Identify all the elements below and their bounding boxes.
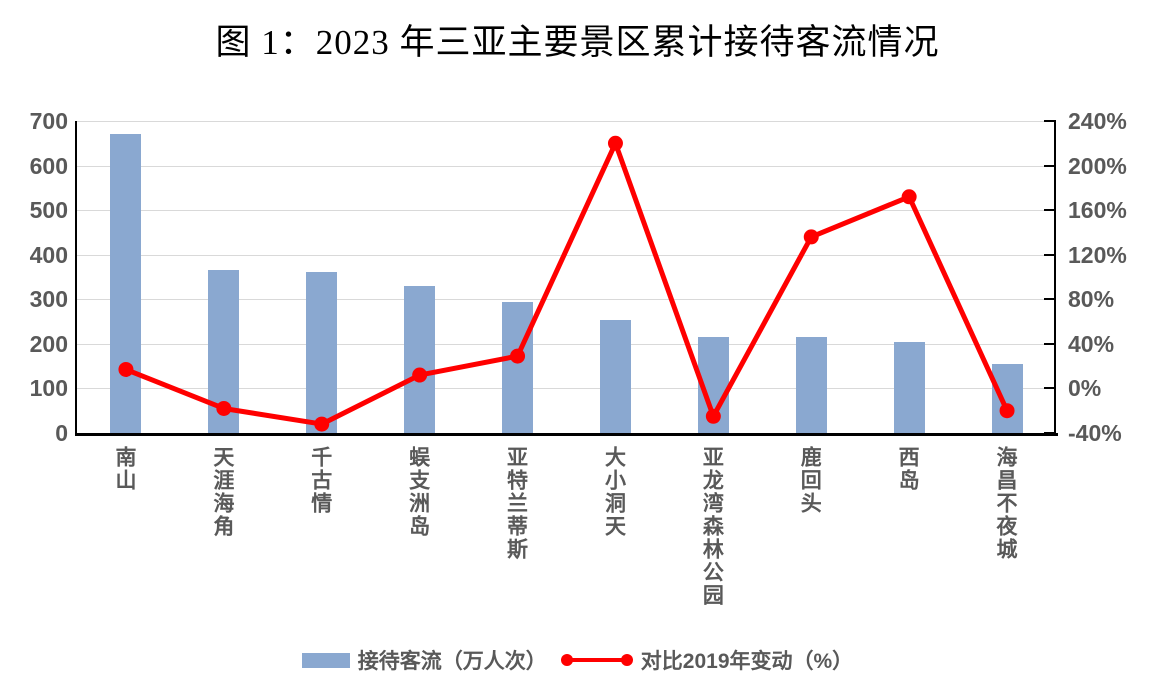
right-axis-label: -40% — [1068, 420, 1122, 446]
chart-title: 图 1：2023 年三亚主要景区累计接待客流情况 — [215, 23, 940, 62]
x-category-label: 大小洞天 — [602, 446, 626, 538]
left-axis-label: 200 — [29, 330, 68, 357]
right-axis-tick — [1044, 342, 1056, 345]
right-axis-tick — [1044, 432, 1056, 434]
x-category-label: 千古情 — [308, 446, 332, 515]
right-axis-label: 160% — [1068, 197, 1127, 224]
left-axis-label: 600 — [29, 152, 68, 179]
legend-item-line: 对比2019年变动（%） — [560, 645, 854, 675]
x-category-label: 蜈支洲岛 — [406, 446, 430, 538]
x-category-label: 南山 — [112, 446, 136, 492]
right-axis-label: 120% — [1068, 241, 1127, 268]
right-axis-label: 0% — [1068, 375, 1102, 402]
gridline — [77, 388, 1056, 390]
line-point — [901, 189, 917, 205]
right-axis-tick — [1044, 209, 1056, 212]
y-axis-right — [1054, 121, 1056, 435]
left-axis-label: 500 — [29, 197, 68, 224]
line-point — [216, 400, 232, 416]
left-axis-label: 0 — [55, 420, 68, 446]
right-axis-tick — [1044, 164, 1056, 167]
x-category-label: 西岛 — [896, 446, 920, 492]
x-category-label: 亚特兰蒂斯 — [504, 446, 528, 561]
right-axis-label: 240% — [1068, 108, 1127, 134]
gridline — [77, 343, 1056, 345]
right-axis-label: 80% — [1068, 286, 1115, 313]
right-axis-label: 200% — [1068, 152, 1127, 179]
bar-series-swatch — [301, 652, 350, 668]
x-category-label: 鹿回头 — [798, 446, 822, 515]
x-category-label: 天涯海角 — [210, 446, 234, 538]
bar — [404, 285, 436, 433]
y-axis-left — [75, 121, 77, 435]
bar — [502, 301, 534, 433]
line-point — [314, 416, 330, 432]
bar — [110, 134, 142, 433]
bar — [893, 341, 925, 433]
legend: 接待客流（万人次） 对比2019年变动（%） — [0, 645, 1155, 675]
left-axis-label: 700 — [29, 108, 68, 134]
right-axis-tick — [1044, 120, 1056, 122]
line-point — [607, 135, 623, 151]
right-axis-tick — [1044, 387, 1056, 390]
bar — [306, 271, 338, 433]
bar-series-label: 接待客流（万人次） — [357, 650, 547, 673]
gridline — [77, 299, 1056, 301]
legend-item-bars: 接待客流（万人次） — [301, 645, 547, 675]
line-point — [705, 408, 721, 424]
right-axis-tick — [1044, 298, 1056, 301]
bar — [795, 337, 827, 433]
right-axis-tick — [1044, 253, 1056, 256]
line-point — [412, 367, 428, 383]
bar — [599, 320, 631, 433]
line-point — [999, 403, 1015, 419]
right-axis-label: 40% — [1068, 330, 1115, 357]
left-axis-label: 300 — [29, 286, 68, 313]
gridline — [77, 165, 1056, 167]
left-axis-label: 400 — [29, 241, 68, 268]
line-point — [118, 361, 134, 377]
line-series-label: 对比2019年变动（%） — [640, 650, 854, 673]
line-point — [803, 229, 819, 245]
gridline — [77, 121, 1056, 122]
line-series-marker-icon — [560, 654, 633, 666]
left-axis-label: 100 — [29, 375, 68, 402]
line-point — [510, 348, 526, 364]
x-category-label: 海昌不夜城 — [994, 446, 1018, 561]
gridline — [77, 210, 1056, 212]
x-axis — [75, 433, 1058, 436]
x-category-label: 亚龙湾森林公园 — [700, 446, 724, 607]
bar — [991, 363, 1023, 433]
